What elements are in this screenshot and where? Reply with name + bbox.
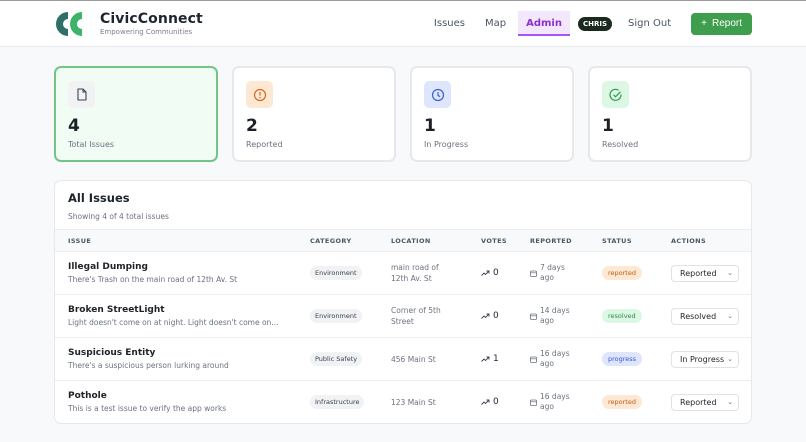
calendar-icon	[530, 399, 537, 406]
col-actions: ACTIONS	[671, 236, 707, 245]
calendar-icon	[530, 270, 537, 277]
app-tagline: Empowering Communities	[100, 28, 193, 36]
issue-title[interactable]: Pothole	[68, 391, 107, 402]
stat-label: Resolved	[602, 140, 639, 149]
reported-time-suffix: ago	[540, 359, 554, 368]
status-select[interactable]: Reported ⌄	[671, 393, 739, 411]
table-subtitle: Showing 4 of 4 total issues	[68, 212, 169, 221]
stat-card-total[interactable]: 4 Total Issues	[54, 66, 218, 162]
category-chip: Environment	[310, 309, 362, 323]
trending-up-icon	[481, 399, 490, 406]
reported-time-suffix: ago	[540, 273, 554, 282]
report-button-label: Report	[711, 18, 742, 29]
chevron-down-icon: ⌄	[727, 312, 733, 320]
clock-icon	[424, 81, 451, 108]
status-badge: reported	[602, 266, 642, 280]
stat-card-reported[interactable]: 2 Reported	[232, 66, 396, 162]
stats-row: 4 Total Issues 2 Reported 1 In Progress …	[0, 47, 806, 162]
status-select-value: In Progress	[680, 354, 725, 364]
sign-out-link[interactable]: Sign Out	[628, 18, 672, 29]
col-issue: ISSUE	[68, 236, 92, 245]
issues-table-card: All Issues Showing 4 of 4 total issues I…	[54, 180, 752, 424]
status-badge: reported	[602, 395, 642, 410]
status-badge: progress	[602, 352, 643, 366]
issues-table: ISSUE CATEGORY LOCATION VOTES REPORTED S…	[55, 229, 751, 424]
stat-value: 1	[602, 116, 614, 136]
stat-value: 4	[68, 116, 80, 136]
check-circle-icon	[602, 81, 629, 108]
col-location: LOCATION	[391, 236, 431, 245]
table-row[interactable]: Illegal Dumping There's Trash on the main…	[55, 251, 751, 295]
logo-icon	[56, 11, 82, 36]
category-chip: Environment	[310, 266, 362, 280]
top-navbar: CivicConnect Empowering Communities Issu…	[0, 1, 806, 47]
status-select[interactable]: Resolved ⌄	[671, 307, 739, 325]
table-row[interactable]: Broken StreetLight Light doesn't come on …	[55, 294, 751, 338]
issue-description: There's a suspicious person lurking arou…	[68, 361, 229, 370]
issue-title[interactable]: Illegal Dumping	[68, 262, 148, 272]
reported-time: 16 days	[540, 392, 570, 402]
main-nav: Issues Map Admin CHRIS Sign Out + Report	[424, 11, 752, 36]
chevron-down-icon: ⌄	[727, 269, 733, 277]
stat-label: Reported	[246, 140, 283, 149]
file-icon	[68, 81, 95, 108]
table-row[interactable]: Pothole This is a test issue to verify th…	[55, 381, 751, 424]
issue-title[interactable]: Broken StreetLight	[68, 305, 165, 315]
vote-count: 0	[493, 268, 499, 278]
stat-card-in-progress[interactable]: 1 In Progress	[410, 66, 574, 162]
location: 123 Main St	[391, 397, 436, 407]
issue-description: This is a test issue to verify the app w…	[68, 404, 227, 414]
status-select[interactable]: In Progress ⌄	[671, 350, 739, 368]
reported-time: 7 days	[540, 263, 565, 272]
stat-card-resolved[interactable]: 1 Resolved	[588, 66, 752, 162]
nav-admin[interactable]: Admin	[518, 11, 570, 36]
stat-value: 1	[424, 116, 436, 136]
reported-time-suffix: ago	[540, 402, 554, 412]
trending-up-icon	[481, 270, 490, 276]
category-chip: Infrastructure	[310, 395, 365, 410]
reported-time: 14 days	[540, 306, 570, 315]
category-chip: Public Safety	[310, 352, 363, 366]
location: Corner of 5th Street	[391, 306, 441, 326]
report-button[interactable]: + Report	[691, 12, 752, 35]
vote-count: 0	[493, 311, 499, 321]
location: 456 Main St	[391, 354, 436, 364]
chevron-down-icon: ⌄	[727, 355, 733, 363]
stat-value: 2	[246, 116, 258, 136]
user-badge[interactable]: CHRIS	[577, 16, 613, 31]
chevron-down-icon: ⌄	[727, 398, 733, 407]
stat-label: Total Issues	[68, 140, 115, 149]
location: main road of 12th Av. St	[391, 263, 439, 283]
vote-count: 0	[493, 397, 499, 408]
calendar-icon	[530, 313, 537, 320]
col-category: CATEGORY	[310, 236, 352, 245]
alert-circle-icon	[246, 81, 273, 108]
vote-count: 1	[493, 354, 499, 364]
trending-up-icon	[481, 356, 490, 362]
calendar-icon	[530, 356, 537, 363]
table-row[interactable]: Suspicious Entity There's a suspicious pe…	[55, 337, 751, 381]
stat-label: In Progress	[424, 140, 469, 149]
plus-icon: +	[701, 18, 707, 29]
table-title: All Issues	[68, 191, 130, 205]
status-select-value: Reported	[680, 397, 717, 407]
status-select-value: Reported	[680, 268, 717, 278]
status-badge: resolved	[602, 309, 642, 323]
col-votes: VOTES	[481, 236, 507, 245]
status-select[interactable]: Reported ⌄	[671, 264, 739, 282]
brand[interactable]: CivicConnect Empowering Communities	[54, 10, 203, 38]
app-name: CivicConnect	[100, 11, 203, 27]
issue-description: Light doesn't come on at night. Light do…	[68, 318, 279, 327]
nav-issues[interactable]: Issues	[433, 18, 465, 29]
reported-time: 16 days	[540, 349, 570, 358]
col-reported: REPORTED	[530, 236, 572, 245]
col-status: STATUS	[602, 236, 632, 245]
issue-description: There's Trash on the main road of 12th A…	[68, 275, 238, 284]
status-select-value: Resolved	[680, 311, 717, 321]
nav-map[interactable]: Map	[484, 18, 507, 29]
trending-up-icon	[481, 313, 490, 319]
reported-time-suffix: ago	[540, 316, 554, 325]
issue-title[interactable]: Suspicious Entity	[68, 348, 156, 358]
